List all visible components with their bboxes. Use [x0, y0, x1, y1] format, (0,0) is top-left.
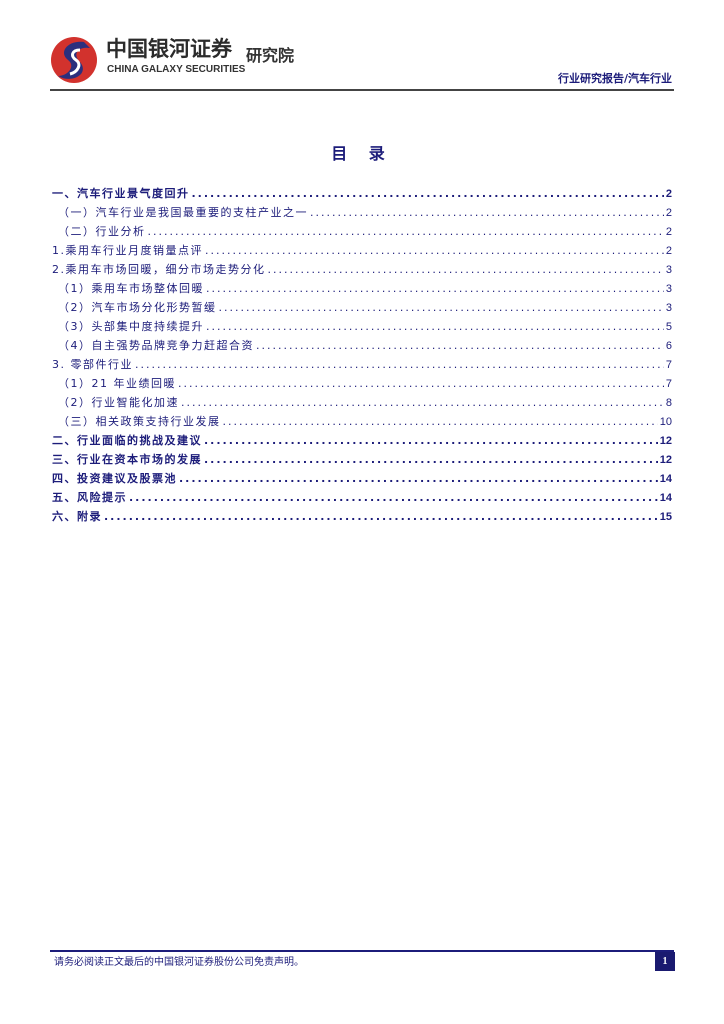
- toc-leader-dots: [256, 336, 664, 355]
- toc-leader-dots: [204, 431, 658, 450]
- toc-leader-dots: [204, 450, 658, 469]
- toc-title: 目 录: [331, 144, 393, 163]
- toc-entry-page: 3: [665, 283, 672, 295]
- toc-entry[interactable]: 一、汽车行业景气度回升 2: [52, 184, 672, 203]
- toc-entry-label: 3. 零部件行业: [52, 358, 133, 371]
- toc-leader-dots: [192, 184, 664, 203]
- toc-entry[interactable]: （三）相关政策支持行业发展 10: [52, 412, 672, 431]
- toc-entry-label: 一、汽车行业景气度回升: [52, 187, 190, 200]
- toc-entry[interactable]: 3. 零部件行业 7: [52, 355, 672, 374]
- toc-entry-label: （2）行业智能化加速: [58, 396, 179, 409]
- toc-entry[interactable]: 三、行业在资本市场的发展 12: [52, 450, 672, 469]
- toc-entry-label: （一）汽车行业是我国最重要的支柱产业之一: [58, 206, 308, 219]
- toc-entry-label: （3）头部集中度持续提升: [58, 320, 204, 333]
- toc-entry-page: 7: [665, 359, 672, 371]
- toc-entry-page: 12: [659, 435, 672, 447]
- toc-entry[interactable]: （1）21 年业绩回暖 7: [52, 374, 672, 393]
- toc-entry-label: 五、风险提示: [52, 491, 127, 504]
- toc-entry[interactable]: 二、行业面临的挑战及建议 12: [52, 431, 672, 450]
- toc-entry[interactable]: 四、投资建议及股票池 14: [52, 469, 672, 488]
- toc-entry-page: 6: [665, 340, 672, 352]
- toc-entry[interactable]: （一）汽车行业是我国最重要的支柱产业之一 2: [52, 203, 672, 222]
- toc-entry[interactable]: 六、附录 15: [52, 507, 672, 526]
- toc-entry-label: 2.乘用车市场回暖，细分市场走势分化: [52, 263, 266, 276]
- toc-entry-label: 1.乘用车行业月度销量点评: [52, 244, 203, 257]
- toc-leader-dots: [205, 241, 664, 260]
- report-category: 行业研究报告/汽车行业: [557, 72, 672, 85]
- toc-leader-dots: [179, 469, 658, 488]
- toc-entry-label: 四、投资建议及股票池: [52, 472, 177, 485]
- toc-leader-dots: [135, 355, 664, 374]
- toc-entry[interactable]: 2.乘用车市场回暖，细分市场走势分化 3: [52, 260, 672, 279]
- china-galaxy-logo-icon: [51, 37, 97, 83]
- page-number: 1: [655, 952, 675, 971]
- toc-entry-page: 3: [665, 264, 672, 276]
- toc-leader-dots: [206, 317, 664, 336]
- footer-disclaimer: 请务必阅读正文最后的中国银河证券股份公司免责声明。: [54, 957, 304, 968]
- footer-divider: [50, 950, 674, 952]
- toc-entry-page: 3: [665, 302, 672, 314]
- toc-leader-dots: [181, 393, 664, 412]
- toc-entry-page: 10: [659, 416, 672, 428]
- toc-entry-label: （1）21 年业绩回暖: [58, 377, 176, 390]
- toc-entry-label: 二、行业面临的挑战及建议: [52, 434, 202, 447]
- toc-entry-page: 14: [659, 473, 672, 485]
- toc-entry-page: 2: [665, 226, 672, 238]
- toc-leader-dots: [129, 488, 658, 507]
- toc-entry-label: （三）相关政策支持行业发展: [58, 415, 221, 428]
- toc-leader-dots: [223, 412, 658, 431]
- toc-entry[interactable]: （4）自主强势品牌竞争力赶超合资 6: [52, 336, 672, 355]
- toc-entry[interactable]: （2）行业智能化加速 8: [52, 393, 672, 412]
- toc-entry-page: 2: [665, 207, 672, 219]
- toc-entry-page: 14: [659, 492, 672, 504]
- toc-leader-dots: [268, 260, 664, 279]
- toc-entry-page: 12: [659, 454, 672, 466]
- logo-chinese-name: 中国银河证券: [106, 37, 232, 61]
- toc-leader-dots: [104, 507, 658, 526]
- toc-entry-page: 8: [665, 397, 672, 409]
- logo-english-name: CHINA GALAXY SECURITIES: [107, 64, 246, 75]
- toc-entry-label: （1）乘用车市场整体回暖: [58, 282, 204, 295]
- toc-entry-page: 7: [665, 378, 672, 390]
- toc-entry-page: 5: [665, 321, 672, 333]
- toc-leader-dots: [219, 298, 664, 317]
- toc-entry-page: 2: [665, 188, 672, 200]
- table-of-contents: 一、汽车行业景气度回升2（一）汽车行业是我国最重要的支柱产业之一2（二）行业分析…: [52, 184, 672, 526]
- toc-entry[interactable]: 1.乘用车行业月度销量点评 2: [52, 241, 672, 260]
- toc-leader-dots: [206, 279, 664, 298]
- toc-entry[interactable]: （1）乘用车市场整体回暖 3: [52, 279, 672, 298]
- toc-entry-label: （2）汽车市场分化形势暂缓: [58, 301, 217, 314]
- toc-entry[interactable]: （3）头部集中度持续提升 5: [52, 317, 672, 336]
- toc-entry-page: 2: [665, 245, 672, 257]
- institute-label: 研究院: [246, 46, 295, 65]
- toc-leader-dots: [178, 374, 664, 393]
- toc-leader-dots: [310, 203, 664, 222]
- toc-entry-label: 六、附录: [52, 510, 102, 523]
- toc-entry[interactable]: （二）行业分析 2: [52, 222, 672, 241]
- toc-entry[interactable]: 五、风险提示 14: [52, 488, 672, 507]
- toc-entry-page: 15: [659, 511, 672, 523]
- toc-entry-label: 三、行业在资本市场的发展: [52, 453, 202, 466]
- toc-entry[interactable]: （2）汽车市场分化形势暂缓 3: [52, 298, 672, 317]
- toc-entry-label: （二）行业分析: [58, 225, 146, 238]
- toc-leader-dots: [148, 222, 664, 241]
- header-divider: [50, 89, 674, 91]
- toc-entry-label: （4）自主强势品牌竞争力赶超合资: [58, 339, 254, 352]
